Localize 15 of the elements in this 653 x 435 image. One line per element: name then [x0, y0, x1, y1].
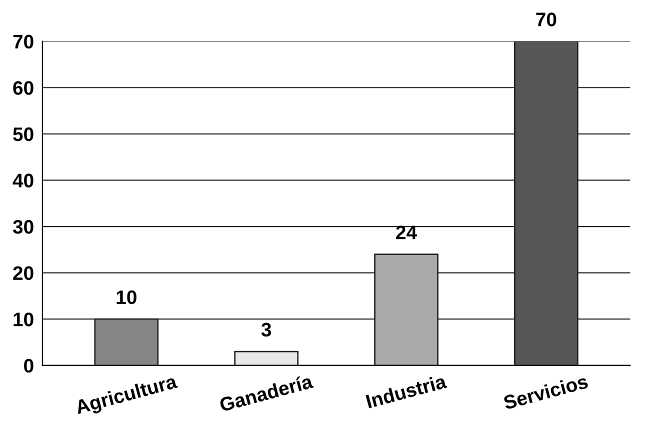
- bar: [234, 350, 299, 366]
- data-label: 70: [536, 12, 556, 26]
- x-tick-label: Servicios: [502, 374, 589, 410]
- y-tick-label: 20: [13, 266, 34, 280]
- y-tick-label: 60: [13, 81, 34, 95]
- data-label: 3: [261, 322, 272, 337]
- y-tick-label: 70: [13, 34, 34, 49]
- y-tick-label: 40: [12, 174, 34, 188]
- y-tick-label: 10: [14, 312, 34, 326]
- y-tick-label: 0: [24, 358, 34, 373]
- y-tick-label: 30: [12, 220, 34, 234]
- data-label: 10: [116, 290, 136, 304]
- y-tick-label: 50: [13, 127, 34, 142]
- x-tick-label: Industria: [366, 374, 448, 408]
- data-label: 24: [396, 226, 417, 240]
